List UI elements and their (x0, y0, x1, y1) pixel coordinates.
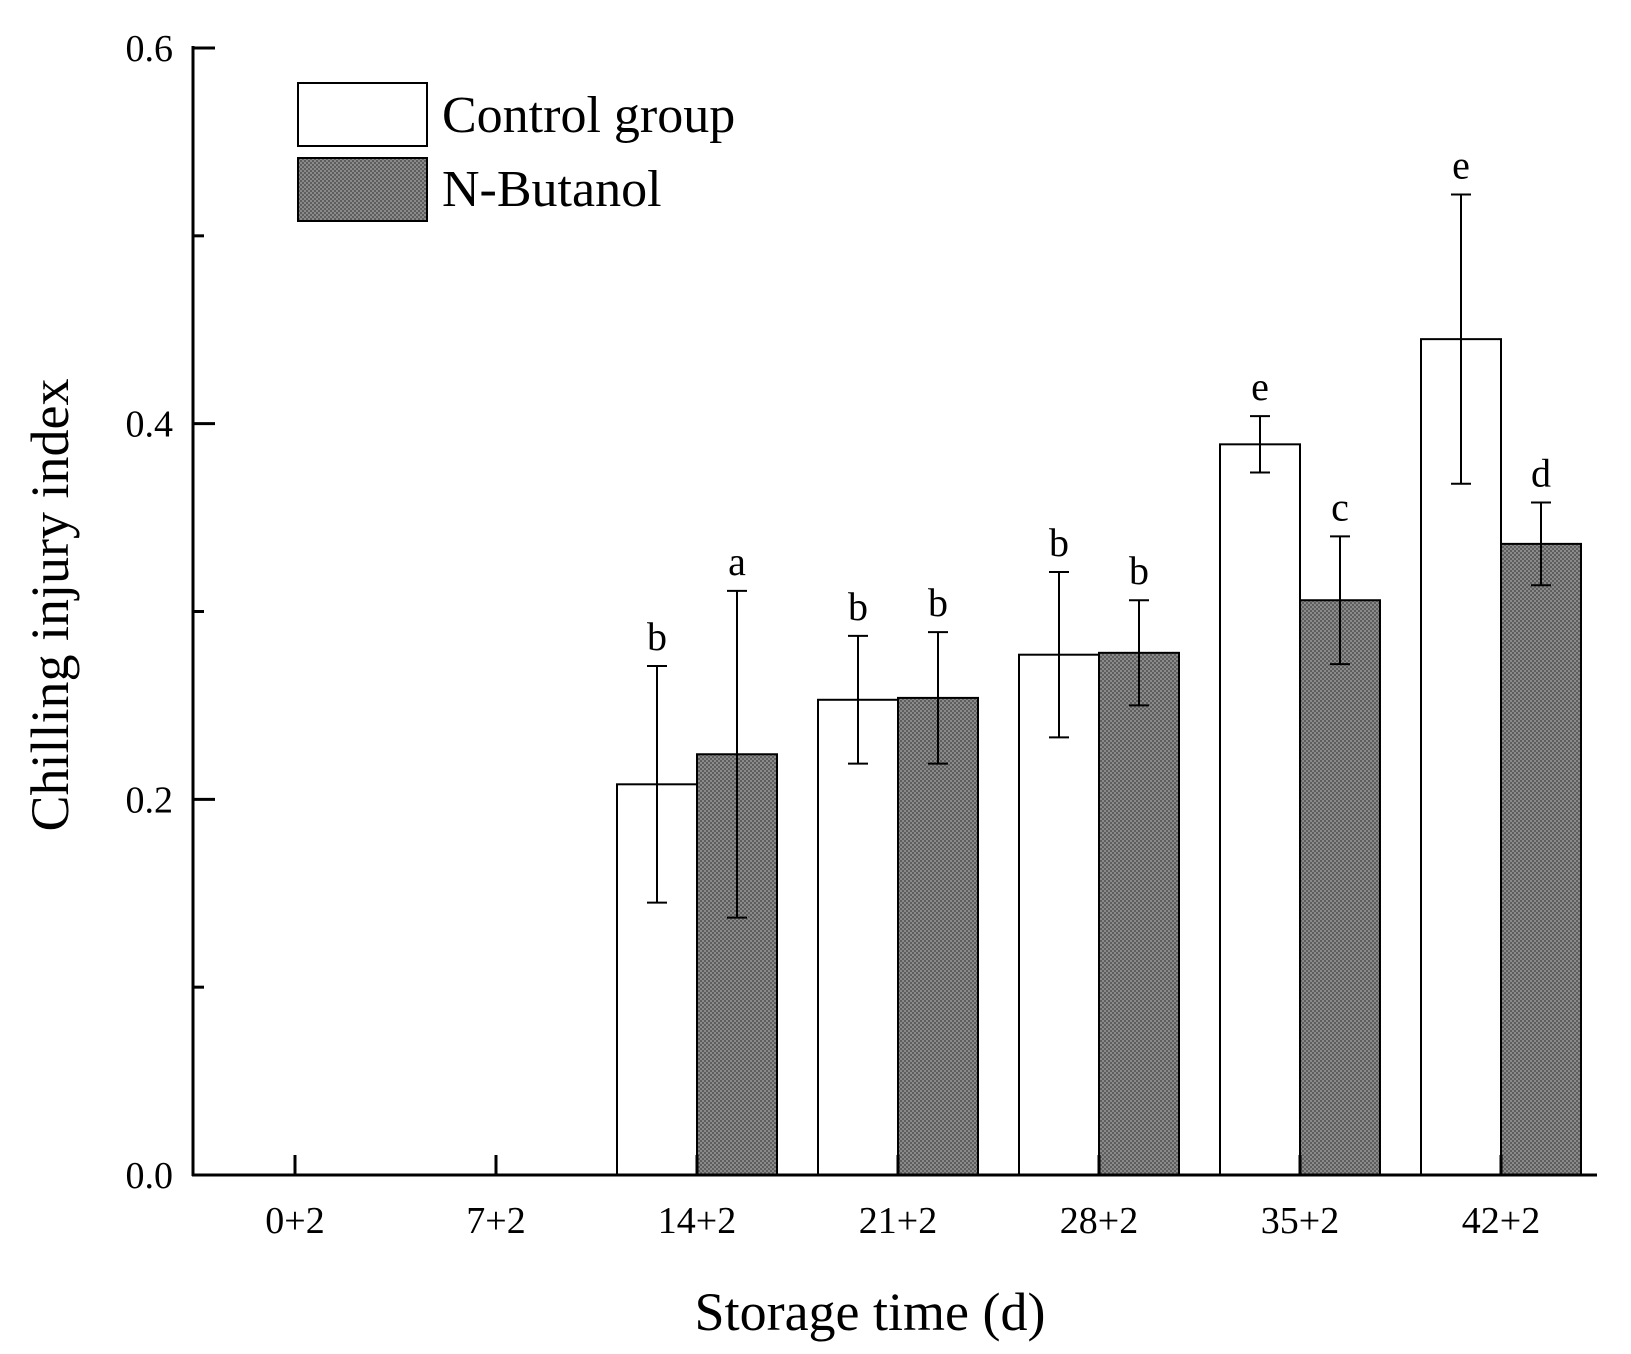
significance-label: b (1049, 520, 1069, 565)
x-tick-label: 42+2 (1462, 1200, 1540, 1242)
significance-label: b (647, 614, 667, 659)
significance-label: e (1452, 143, 1470, 188)
significance-label: a (728, 539, 746, 584)
x-tick-label: 35+2 (1261, 1200, 1339, 1242)
bar-butanol-28+2 (1098, 651, 1180, 1176)
bar-butanol-42+2 (1500, 542, 1582, 1176)
significance-label: b (848, 584, 868, 629)
x-tick-label: 14+2 (658, 1200, 736, 1242)
x-axis-title: Storage time (d) (695, 1282, 1046, 1342)
x-tick-label: 21+2 (859, 1200, 937, 1242)
bar-butanol-21+2 (897, 696, 979, 1176)
plot-area: b a b b b b e c e d 0.0 0.2 0.4 0.6 0+2 7+2 14+2 21+2 28+2… (126, 28, 1597, 1242)
bar-control-28+2 (1018, 653, 1100, 1176)
significance-label: d (1531, 451, 1551, 496)
legend-label-butanol: N-Butanol (442, 161, 662, 218)
x-tick-label: 7+2 (466, 1200, 525, 1242)
bar-butanol-35+2 (1299, 599, 1381, 1176)
y-tick-label: 0.0 (126, 1155, 174, 1197)
legend: Control group N-Butanol (297, 82, 735, 222)
significance-label: b (1129, 548, 1149, 593)
bar-control-35+2 (1219, 443, 1301, 1177)
y-tick-label: 0.2 (126, 779, 174, 821)
legend-swatch-butanol (297, 157, 428, 222)
significance-label: c (1331, 484, 1349, 529)
y-axis-title: Chilling injury index (20, 379, 80, 832)
legend-swatch-control (297, 82, 428, 147)
x-tick-label: 0+2 (265, 1200, 324, 1242)
y-tick-label: 0.6 (126, 28, 174, 70)
y-tick-label: 0.4 (126, 404, 174, 446)
significance-label: e (1251, 364, 1269, 409)
x-tick-label: 28+2 (1060, 1200, 1138, 1242)
legend-label-control: Control group (442, 87, 735, 144)
significance-label: b (928, 580, 948, 625)
bar-control-21+2 (817, 698, 899, 1176)
